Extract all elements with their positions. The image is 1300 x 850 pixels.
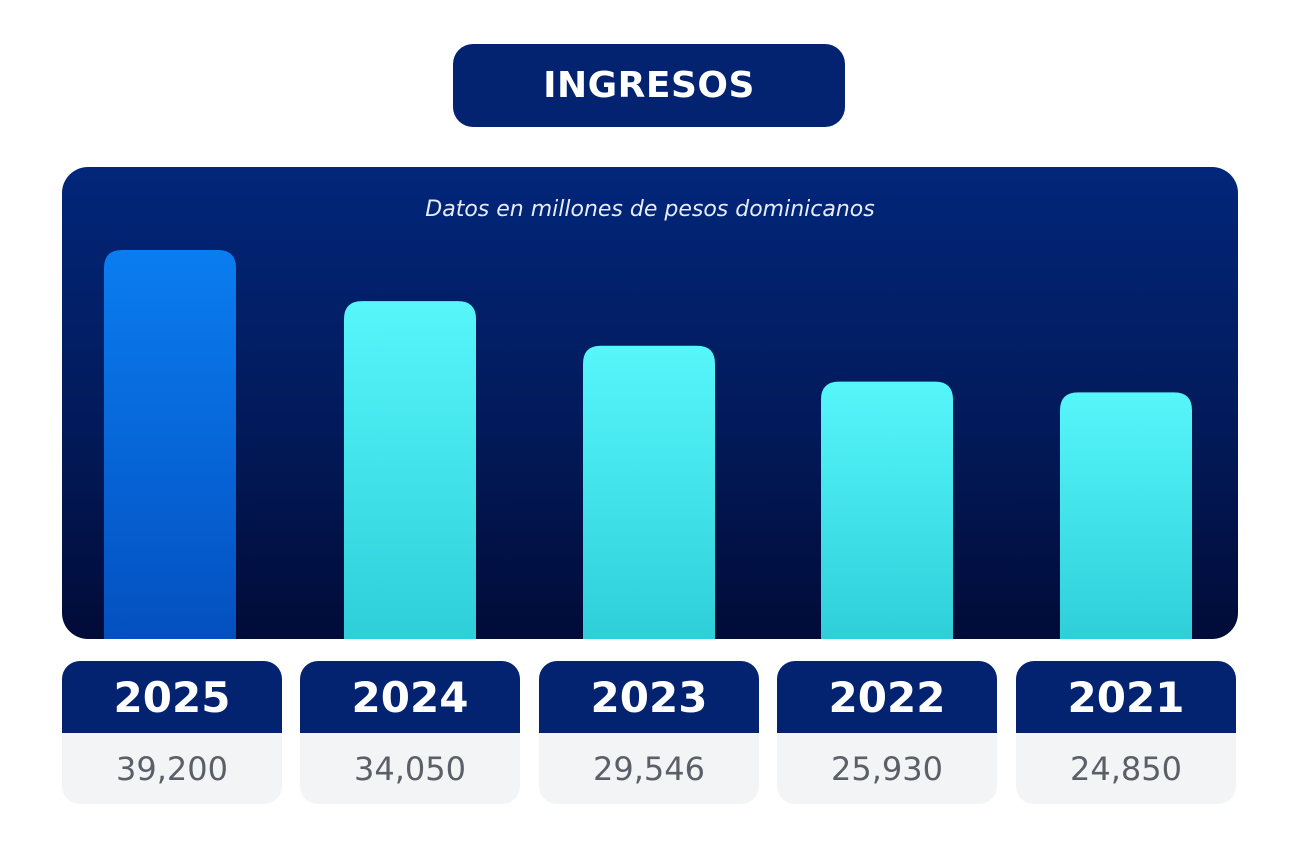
year-card-2023: 2023 29,546 — [539, 661, 759, 804]
tick-label-2024: 2024 — [300, 661, 520, 733]
chart-panel: Datos en millones de pesos dominicanos — [62, 167, 1238, 639]
data-label-2021: 24,850 — [1070, 749, 1182, 788]
year-card-2021: 2021 24,850 — [1016, 661, 1236, 804]
tick-label-2023: 2023 — [539, 661, 759, 733]
bar-2023 — [583, 345, 715, 639]
tick-label-2022: 2022 — [777, 661, 997, 733]
year-card-2024: 2024 34,050 — [300, 661, 520, 804]
data-label-2024: 34,050 — [354, 749, 466, 788]
bar-2021 — [1060, 392, 1192, 639]
data-label-2023: 29,546 — [593, 749, 705, 788]
year-card-2022: 2022 25,930 — [777, 661, 997, 804]
bar-chart-plot — [104, 250, 1192, 639]
chart-subtitle: Datos en millones de pesos dominicanos — [425, 197, 875, 222]
year-value-cards: 2025 39,200 2024 34,050 2023 29,546 2022 25,930… — [0, 661, 1300, 805]
tick-label-2025: 2025 — [62, 661, 282, 733]
data-label-2022: 25,930 — [831, 749, 943, 788]
tick-label-2021: 2021 — [1016, 661, 1236, 733]
chart-title: INGRESOS — [453, 44, 845, 127]
bar-2024 — [344, 301, 476, 639]
bar-2022 — [821, 381, 953, 639]
bar-2025 — [104, 250, 236, 639]
year-card-2025: 2025 39,200 — [62, 661, 282, 804]
data-label-2025: 39,200 — [116, 749, 228, 788]
